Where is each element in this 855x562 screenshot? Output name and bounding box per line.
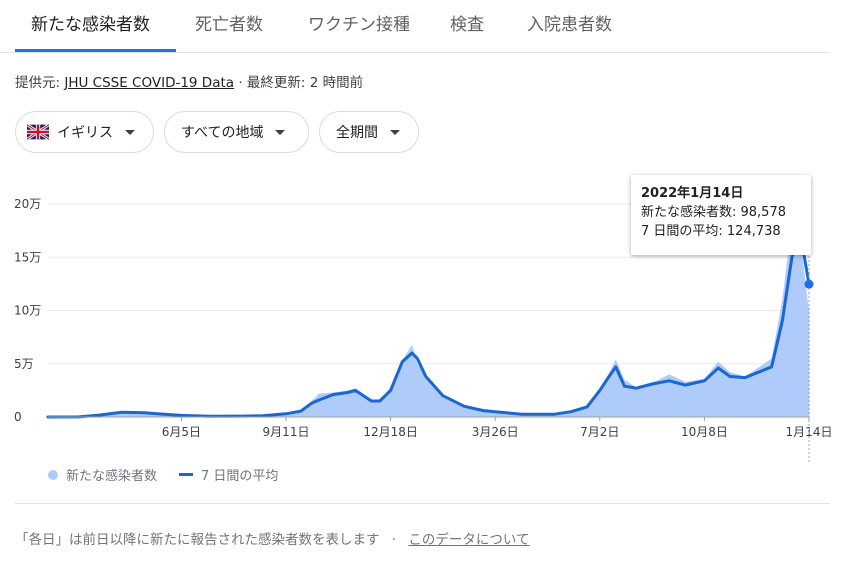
period-dropdown[interactable]: 全期間 [319, 111, 419, 153]
tab-hospitalizations[interactable]: 入院患者数 [527, 15, 612, 35]
y-tick-label: 5万 [14, 357, 34, 371]
y-tick-label: 15万 [14, 250, 41, 264]
divider [15, 503, 830, 504]
country-label: イギリス [57, 125, 113, 141]
tab-vaccinations[interactable]: ワクチン接種 [308, 15, 410, 35]
x-tick-label: 7月2日 [580, 425, 619, 439]
tooltip-cases: 新たな感染者数: 98,578 [641, 205, 786, 220]
country-dropdown[interactable]: イギリス [15, 111, 154, 153]
legend-daily-label: 新たな感染者数 [66, 469, 158, 484]
x-tick-label: 6月5日 [162, 425, 201, 439]
region-label: すべての地域 [181, 125, 264, 141]
active-tab-indicator [15, 49, 176, 52]
chart-tooltip: 2022年1月14日 新たな感染者数: 98,578 7 日間の平均: 124,… [631, 175, 811, 255]
footnote-separator: · [391, 532, 397, 548]
y-tick-label: 0 [14, 410, 22, 424]
source-link[interactable]: JHU CSSE COVID-19 Data [64, 75, 235, 91]
uk-flag-icon [27, 124, 49, 140]
footnote-text: 「各日」は前日以降に新たに報告された感染者数を表します [15, 532, 380, 548]
chevron-down-icon [275, 129, 286, 135]
about-data-link[interactable]: このデータについて [408, 532, 530, 548]
tab-new-cases[interactable]: 新たな感染者数 [31, 15, 150, 35]
x-tick-label: 3月26日 [472, 425, 519, 439]
cases-chart[interactable]: 0 5万 10万 15万 20万 6月5日 9月11日 12月18日 3月26日 7月2日 10月8… [0, 170, 855, 465]
tooltip-date: 2022年1月14日 [641, 186, 744, 201]
legend-average-swatch [179, 473, 194, 476]
y-tick-label: 10万 [14, 304, 41, 318]
chevron-down-icon [390, 129, 400, 135]
seven-day-average-line [46, 234, 811, 419]
tooltip-average: 7 日間の平均: 124,738 [641, 224, 781, 239]
tab-deaths[interactable]: 死亡者数 [195, 15, 263, 35]
period-label: 全期間 [336, 125, 378, 141]
highlight-point [804, 279, 814, 289]
legend-daily-swatch [48, 469, 58, 480]
x-tick-label: 10月8日 [681, 425, 728, 439]
legend-average-label: 7 日間の平均 [201, 469, 279, 484]
metric-tabs: 新たな感染者数 死亡者数 ワクチン接種 検査 入院患者数 [0, 0, 830, 53]
source-prefix: 提供元: [15, 75, 65, 91]
last-updated: 最終更新: 2 時間前 [246, 75, 364, 91]
source-separator: · [234, 75, 247, 91]
daily-cases-area [48, 184, 809, 417]
footnote: 「各日」は前日以降に新たに報告された感染者数を表します · このデータについて [15, 528, 530, 548]
x-tick-label: 12月18日 [363, 425, 418, 439]
region-dropdown[interactable]: すべての地域 [164, 111, 309, 153]
chevron-down-icon [125, 129, 135, 135]
y-tick-label: 20万 [14, 197, 41, 211]
x-tick-label: 9月11日 [263, 425, 310, 439]
chart-legend: 新たな感染者数 7 日間の平均 [48, 465, 278, 484]
data-source: 提供元: JHU CSSE COVID-19 Data · 最終更新: 2 時間… [15, 71, 363, 91]
tab-tests[interactable]: 検査 [450, 15, 484, 35]
